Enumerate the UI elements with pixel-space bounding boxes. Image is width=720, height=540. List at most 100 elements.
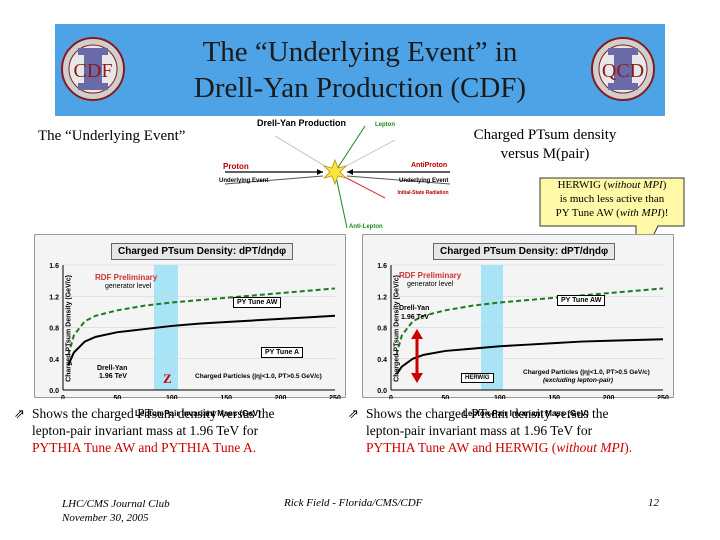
diagram-lepton-label: Lepton (375, 122, 395, 128)
y-tick-label: 0.8 (49, 326, 59, 333)
y-tick-label: 1.2 (377, 294, 387, 301)
left-chart-xlabel: Lepton-Pair Invariant Mass (GeV) (135, 409, 261, 418)
right-chart-xlabel: Lepton-Pair Invariant Mass (GeV) (463, 409, 589, 418)
callout-paren-close-1: ) (662, 179, 667, 191)
right-label-tune-aw: PY Tune AW (557, 295, 606, 306)
cdf-logo-text: CDF (74, 60, 113, 82)
diagram-isr-label: Initial-State Radiation (397, 190, 449, 196)
left-label-dy: Drell-Yan (97, 365, 128, 372)
x-tick-label: 150 (220, 395, 232, 399)
y-tick-label: 1.6 (377, 263, 387, 270)
footer-journal-club: LHC/CMS Journal Club (62, 498, 170, 510)
bullet-arrow-icon: ⇗ (14, 406, 25, 421)
left-heading: The “Underlying Event” (38, 128, 186, 144)
y-tick-label: 1.2 (49, 294, 59, 301)
diagram-title: Drell-Yan Production (257, 118, 347, 128)
page-number: 12 (648, 497, 659, 509)
right-bullet: ⇗ Shows the charged PTsum density versus… (348, 405, 713, 456)
y-tick-label: 0.8 (377, 326, 387, 333)
series-line-herwig (395, 338, 664, 375)
right-chart: Charged PTsum Density: dPT/dηdφ 0.0 0.4 0.… (362, 234, 674, 418)
right-chart-level: generator level (407, 281, 454, 288)
y-tick-label: 1.6 (49, 263, 59, 270)
right-heading: Charged PTsum density versus M(pair) (440, 126, 650, 164)
left-chart-preliminary: RDF Preliminary (95, 273, 158, 282)
x-tick-label: 50 (442, 395, 450, 399)
callout-herwig: HERWIG ( (557, 179, 608, 191)
x-tick-label: 100 (166, 395, 178, 399)
left-bullet-line-2: lepton-pair invariant mass at 1.96 TeV f… (32, 423, 259, 438)
callout-line-2: is much less active than (559, 193, 665, 205)
diagram-ue-left: Underlying Event (219, 178, 269, 184)
right-bullet-line-1: Shows the charged PTsum density versus t… (366, 406, 609, 421)
left-chart-ylabel: Charged PTsum Density (GeV/c) (65, 275, 73, 382)
qcd-logo-icon: QCD (591, 37, 655, 101)
diagram-ue-right: Underlying Event (399, 178, 449, 184)
drell-yan-diagram: Drell-Yan Production Lepton Proton AntiP… (215, 116, 460, 234)
title-banner (55, 24, 665, 116)
series-line-py-tune-a (67, 314, 336, 366)
x-tick-label: 200 (275, 395, 287, 399)
left-chart-cuts: Charged Particles (|η|<1.0, PT>0.5 GeV/c… (195, 373, 322, 380)
callout-with-mpi: with MPI (619, 207, 662, 219)
right-bullet-line-3b: ). (624, 440, 633, 455)
left-bullet-line-3: PYTHIA Tune AW and PYTHIA Tune A. (32, 440, 257, 455)
right-label-dy: Drell-Yan (399, 305, 430, 312)
x-tick-label: 200 (603, 395, 615, 399)
x-tick-label: 0 (61, 395, 65, 399)
y-tick-label: 0.0 (377, 388, 387, 395)
red-arrow-head-down (411, 373, 423, 383)
right-label-herwig: HERWIG (461, 373, 494, 383)
x-tick-label: 250 (329, 395, 341, 399)
bullet-arrow-icon-right: ⇗ (348, 406, 359, 421)
footer-author: Rick Field - Florida/CMS/CDF (284, 497, 423, 509)
callout-text: HERWIG (without MPI) is much less active… (540, 178, 684, 220)
cdf-logo-icon: CDF (61, 37, 125, 101)
left-label-energy: 1.96 TeV (99, 373, 127, 380)
right-bullet-line-2: lepton-pair invariant mass at 1.96 TeV f… (366, 423, 593, 438)
left-chart-level: generator level (105, 283, 152, 290)
left-label-tune-a: PY Tune A (261, 347, 304, 358)
left-chart-title: Charged PTsum Density: dPT/dηdφ (111, 243, 294, 260)
drell-yan-diagram-svg (224, 125, 451, 229)
right-chart-ylabel: Charged PTsum Density (GeV/c) (393, 275, 401, 382)
left-bullet-line-1: Shows the charged PTsum density versus t… (32, 406, 275, 421)
red-arrow-head-up (411, 329, 423, 339)
qcd-logo-text: QCD (602, 60, 644, 82)
z-label: Z (163, 371, 172, 386)
left-chart-svg: 0.0 0.4 0.8 1.2 1.6 0 50 100 150 200 250 (49, 263, 341, 399)
left-bullet: ⇗ Shows the charged PTsum density versus… (14, 405, 354, 456)
callout-tune-aw: PY Tune AW ( (555, 207, 620, 219)
y-tick-label: 0.4 (49, 357, 59, 364)
series-line-py-tune-aw (395, 287, 664, 356)
left-label-tune-aw: PY Tune AW (233, 297, 282, 308)
right-chart-svg: 0.0 0.4 0.8 1.2 1.6 0 50 100 150 200 250 (377, 263, 669, 399)
diagram-antilepton-label: Anti-Lepton (349, 224, 383, 230)
callout-line-1: HERWIG (without MPI) (540, 178, 684, 192)
right-heading-line-2: versus M(pair) (500, 146, 590, 162)
right-chart-cuts-2: (excluding lepton-pair) (543, 377, 614, 384)
title-line-2: Drell-Yan Production (CDF) (193, 72, 527, 104)
title-line-1: The “Underlying Event” in (202, 36, 518, 68)
x-tick-label: 50 (114, 395, 122, 399)
right-heading-line-1: Charged PTsum density (473, 127, 617, 143)
right-chart-cuts: Charged Particles (|η|<1.0, PT>0.5 GeV/c… (523, 369, 650, 376)
callout-line-3: PY Tune AW (with MPI)! (540, 206, 684, 220)
right-bullet-line-3a: PYTHIA Tune AW and HERWIG ( (366, 440, 557, 455)
footer-left: LHC/CMS Journal Club November 30, 2005 (62, 497, 170, 525)
x-tick-label: 100 (494, 395, 506, 399)
left-chart: Charged PTsum Density: dPT/dηdφ 0.0 0.4 0.… (34, 234, 346, 418)
right-chart-title: Charged PTsum Density: dPT/dηdφ (433, 243, 616, 260)
callout-without-mpi: without MPI (607, 179, 663, 191)
x-tick-label: 0 (389, 395, 393, 399)
right-bullet-line-3: PYTHIA Tune AW and HERWIG (without MPI). (348, 439, 713, 456)
diagram-antiproton-label: AntiProton (411, 162, 448, 169)
callout-paren-close-2: )! (661, 207, 669, 219)
x-tick-label: 150 (548, 395, 560, 399)
slide-title: The “Underlying Event” in Drell-Yan Prod… (140, 34, 580, 106)
y-tick-label: 0.0 (49, 388, 59, 395)
right-chart-preliminary: RDF Preliminary (399, 271, 462, 280)
right-bullet-without-mpi: without MPI (556, 440, 625, 455)
x-tick-label: 250 (657, 395, 669, 399)
footer-date: November 30, 2005 (62, 512, 149, 524)
